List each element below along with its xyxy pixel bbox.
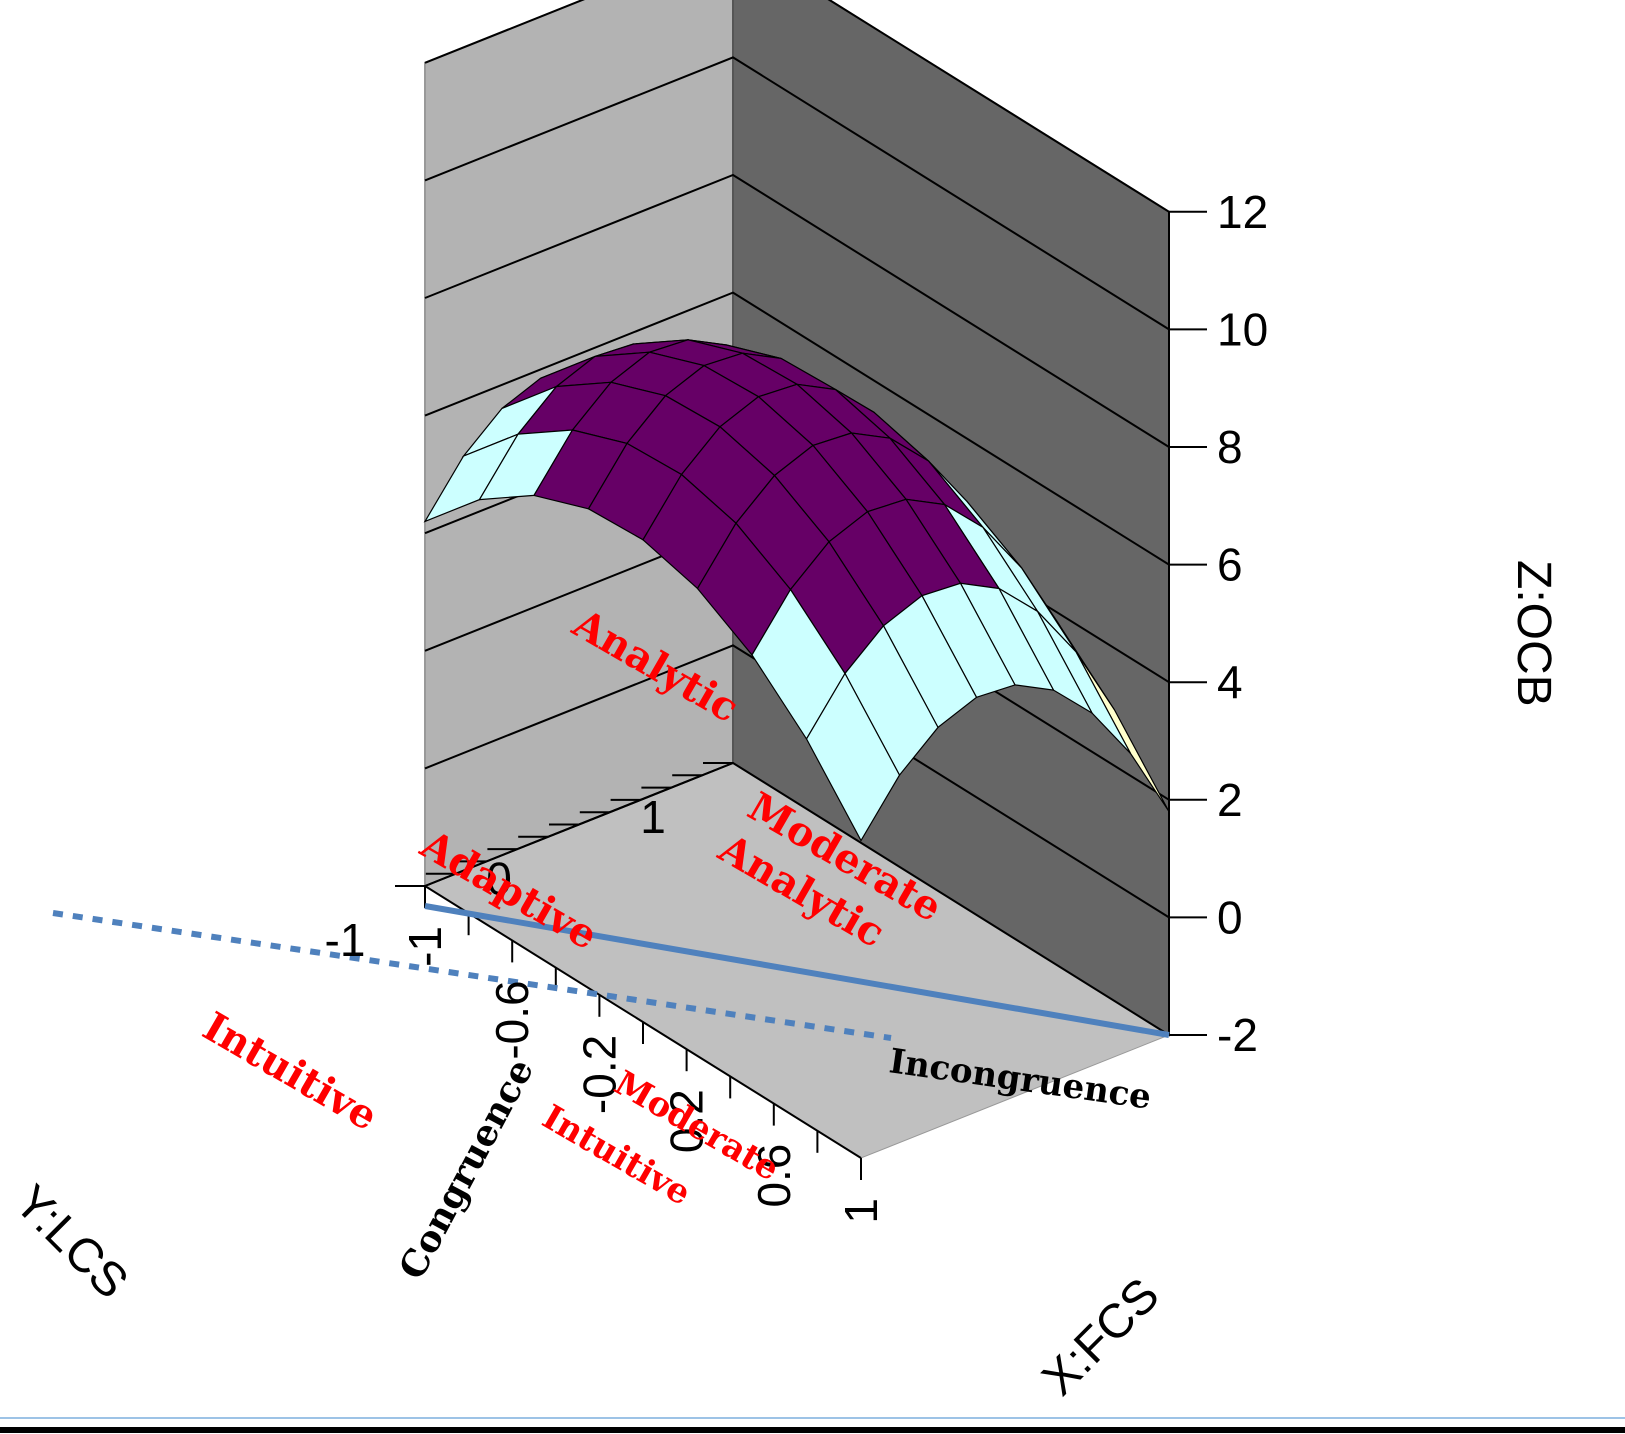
z-gridline [424, 291, 1170, 566]
z-gridline [424, 173, 1170, 448]
x-tick-label: 0.2 [661, 1089, 713, 1153]
y-axis-title: Y:LCS [4, 1175, 138, 1309]
x-tick-label: -1 [399, 926, 451, 967]
surface-cell [805, 672, 901, 842]
congruence-label: Congruence [391, 1052, 542, 1286]
z-axis-title: Z:OCB [1507, 560, 1560, 707]
congruence-line [424, 903, 1170, 1038]
z-tick-label: 6 [1217, 539, 1243, 591]
z-tick-label: 0 [1217, 891, 1243, 943]
z-gridline [424, 56, 1170, 331]
x-tick-label: 1 [835, 1198, 887, 1224]
x-tick-labels: -1 -0.6 -0.2 0.2 0.6 1 [399, 926, 887, 1224]
z-gridline [424, 644, 1170, 919]
x-tick-label: -0.2 [573, 1035, 625, 1114]
region-label-intuitive: Intuitive [195, 1003, 386, 1140]
z-gridline [424, 0, 1170, 213]
z-tick-label: 4 [1217, 656, 1243, 708]
response-surface [423, 339, 1170, 842]
z-tick-labels: -2 0 2 4 6 8 10 12 [1217, 186, 1268, 1061]
z-tick-label: 8 [1217, 421, 1243, 473]
y-tick-labels: 1 0 -1 [325, 791, 666, 966]
diagonal-lines [52, 903, 1170, 1041]
z-tick-label: 2 [1217, 774, 1243, 826]
y-tick-label: -1 [325, 914, 366, 966]
x-axis-title: X:FCS [1032, 1268, 1169, 1405]
x-tick-label: 0.6 [748, 1144, 800, 1208]
y-tick-label: 0 [486, 853, 512, 905]
y-tick-label: 1 [640, 791, 666, 843]
floor-ticks [395, 762, 862, 1180]
incongruence-line [52, 910, 892, 1041]
x-tick-label: -0.6 [486, 980, 538, 1059]
z-tick-label: 12 [1217, 186, 1268, 238]
z-tick-label: 10 [1217, 303, 1268, 355]
z-tick-label: -2 [1217, 1009, 1258, 1061]
